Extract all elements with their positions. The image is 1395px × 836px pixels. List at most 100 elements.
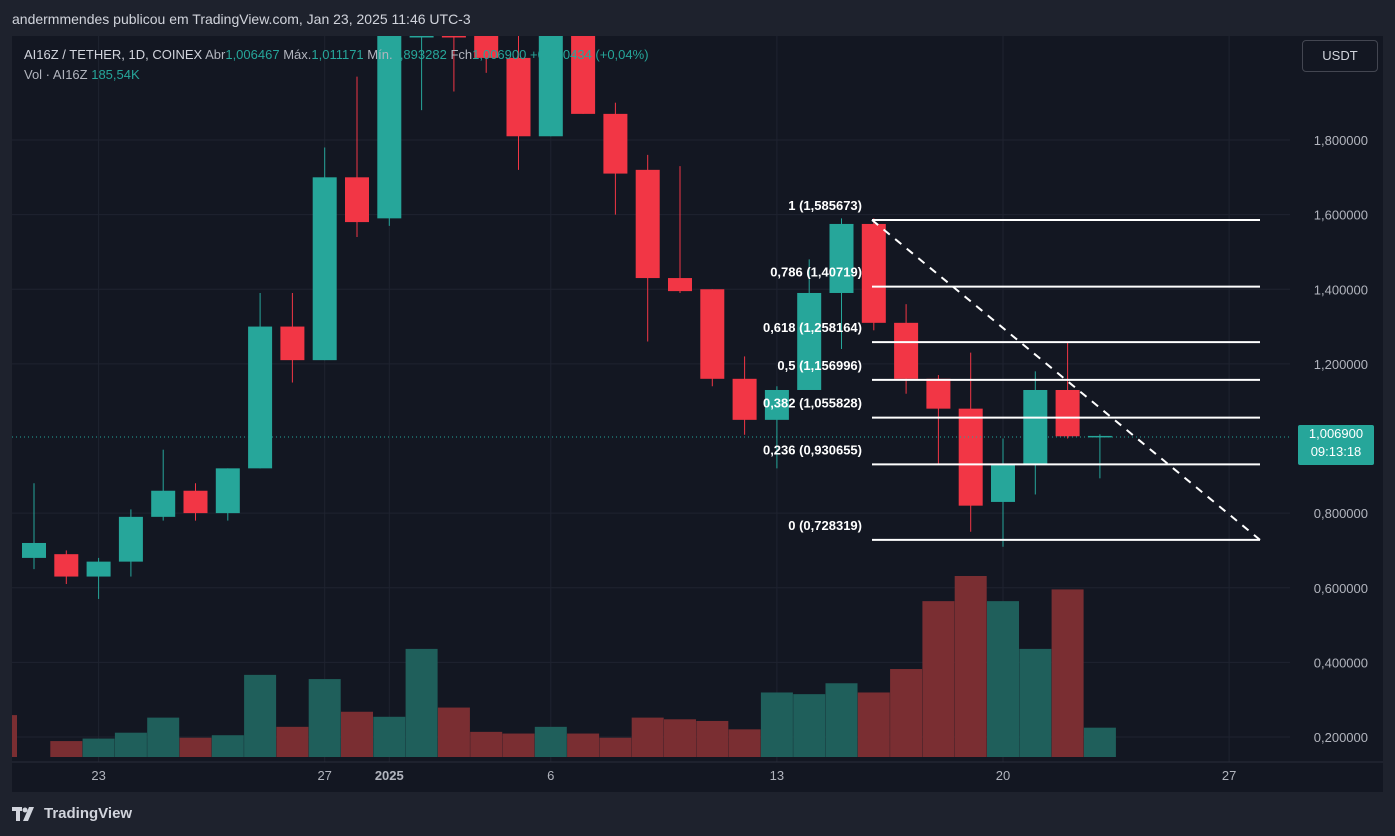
- fib-level-label: 0,618 (1,258164): [763, 320, 862, 335]
- time-tick-label: 6: [547, 768, 554, 783]
- candle-body: [635, 169, 660, 279]
- last-price-value: 1,006900: [1308, 426, 1364, 441]
- candle-body: [797, 292, 822, 390]
- price-tick-label: 0,200000: [1314, 730, 1368, 745]
- time-tick-label: 23: [91, 768, 105, 783]
- symbol-name[interactable]: AI16Z / TETHER, 1D, COINEX: [24, 47, 203, 62]
- candle-body: [280, 326, 305, 361]
- candle-body: [474, 36, 499, 58]
- volume-bar: [50, 741, 83, 757]
- high-value: 1,011171: [311, 47, 364, 62]
- candle-body: [732, 378, 757, 420]
- bar-countdown: 09:13:18: [1310, 444, 1362, 459]
- low-value: 0,893282: [392, 47, 447, 62]
- candle-body: [248, 326, 273, 469]
- chart-background: [12, 36, 1383, 792]
- volume-bar: [211, 735, 244, 757]
- candle-body: [958, 408, 983, 506]
- candle-body: [377, 36, 402, 219]
- candle-body: [926, 378, 951, 409]
- high-label: Máx.: [283, 47, 312, 62]
- candle-body: [151, 490, 176, 517]
- price-tick-label: 1,600000: [1314, 208, 1368, 223]
- candle-body: [991, 464, 1015, 502]
- tradingview-logo-icon: [12, 806, 34, 821]
- low-label: Mín.: [367, 47, 393, 62]
- price-tick-label: 1,800000: [1314, 133, 1368, 148]
- volume-bar: [760, 692, 793, 757]
- volume-bar: [276, 726, 309, 757]
- volume-bar: [114, 732, 147, 757]
- price-tick-label: 0,400000: [1314, 655, 1368, 670]
- candle-body: [215, 468, 240, 514]
- candle-body: [118, 516, 143, 562]
- candle-body: [894, 322, 919, 379]
- volume-bar: [567, 733, 600, 757]
- open-label: Abr: [205, 47, 226, 62]
- candle-body: [829, 223, 854, 293]
- volume-label: Vol · AI16Z: [24, 67, 88, 82]
- price-tick-label: 0,800000: [1314, 506, 1368, 521]
- volume-bar: [599, 737, 632, 757]
- time-axis[interactable]: 23 27 2025 6 13 20 27: [12, 761, 1383, 783]
- price-tick-label: 1,200000: [1314, 357, 1368, 372]
- volume-value: 185,54K: [91, 67, 140, 82]
- volume-bar: [696, 720, 729, 757]
- volume-bar: [1051, 589, 1084, 757]
- volume-bar: [728, 729, 761, 757]
- time-tick-label: 20: [996, 768, 1010, 783]
- candle-body: [1023, 389, 1048, 465]
- volume-bar: [954, 576, 987, 757]
- volume-bar: [664, 719, 696, 757]
- volume-bar: [179, 737, 212, 757]
- currency-unit-button[interactable]: USDT: [1302, 40, 1378, 72]
- last-price-badge: 1,006900 09:13:18: [1298, 425, 1374, 465]
- volume-bar: [82, 738, 115, 757]
- publish-caption: andermmendes publicou em TradingView.com…: [12, 11, 471, 27]
- fib-level-label: 0 (0,728319): [788, 518, 862, 533]
- candle-body: [764, 389, 789, 420]
- price-axis[interactable]: 1,800000 1,600000 1,400000 1,200000 0,800000…: [1314, 133, 1368, 745]
- price-tick-label: 0,600000: [1314, 581, 1368, 596]
- open-value: 1,006467: [225, 47, 280, 62]
- candlesticks: [22, 36, 1112, 599]
- volume-bar: [147, 717, 180, 757]
- change-value: +0,000434 (+0,04%): [529, 47, 649, 62]
- volume-bar: [341, 711, 373, 757]
- volume-bar: [1083, 727, 1116, 757]
- volume-bar: [437, 707, 470, 757]
- time-tick-label: 27: [317, 768, 331, 783]
- volume-bar: [12, 715, 17, 757]
- volume-bar: [825, 683, 858, 757]
- candle-body: [409, 36, 434, 38]
- candle-body: [441, 36, 466, 38]
- close-label: Fch: [450, 47, 473, 62]
- close-value: 1,006900: [472, 47, 527, 62]
- candle-body: [700, 289, 725, 379]
- volume-bar: [793, 694, 826, 757]
- time-tick-label: 2025: [375, 768, 404, 783]
- volume-bar: [922, 601, 955, 757]
- volume-bar: [857, 692, 890, 757]
- volume-bar: [890, 669, 923, 757]
- volume-bar: [405, 648, 438, 757]
- fib-level-label: 1 (1,585673): [788, 198, 862, 213]
- fib-level-label: 0,382 (1,055828): [763, 396, 862, 411]
- volume-bar: [534, 726, 567, 757]
- fib-level-label: 0,786 (1,40719): [770, 265, 862, 280]
- time-tick-label: 27: [1222, 768, 1236, 783]
- candle-body: [571, 36, 596, 114]
- fibonacci-retracement[interactable]: 1 (1,585673) 0,786 (1,40719) 0,618 (1,2581…: [763, 198, 1261, 541]
- candle-body: [506, 57, 531, 137]
- candle-body: [1087, 435, 1112, 438]
- candle-body: [603, 113, 628, 174]
- candle-body: [1055, 389, 1080, 437]
- candle-body: [668, 278, 692, 292]
- candle-body: [54, 554, 79, 577]
- volume-bar: [470, 731, 503, 757]
- tradingview-footer[interactable]: TradingView: [12, 805, 132, 822]
- candle-body: [22, 542, 46, 558]
- symbol-legend: AI16Z / TETHER, 1D, COINEX Abr1,006467 M…: [24, 45, 649, 85]
- volume-bars: [12, 576, 1116, 757]
